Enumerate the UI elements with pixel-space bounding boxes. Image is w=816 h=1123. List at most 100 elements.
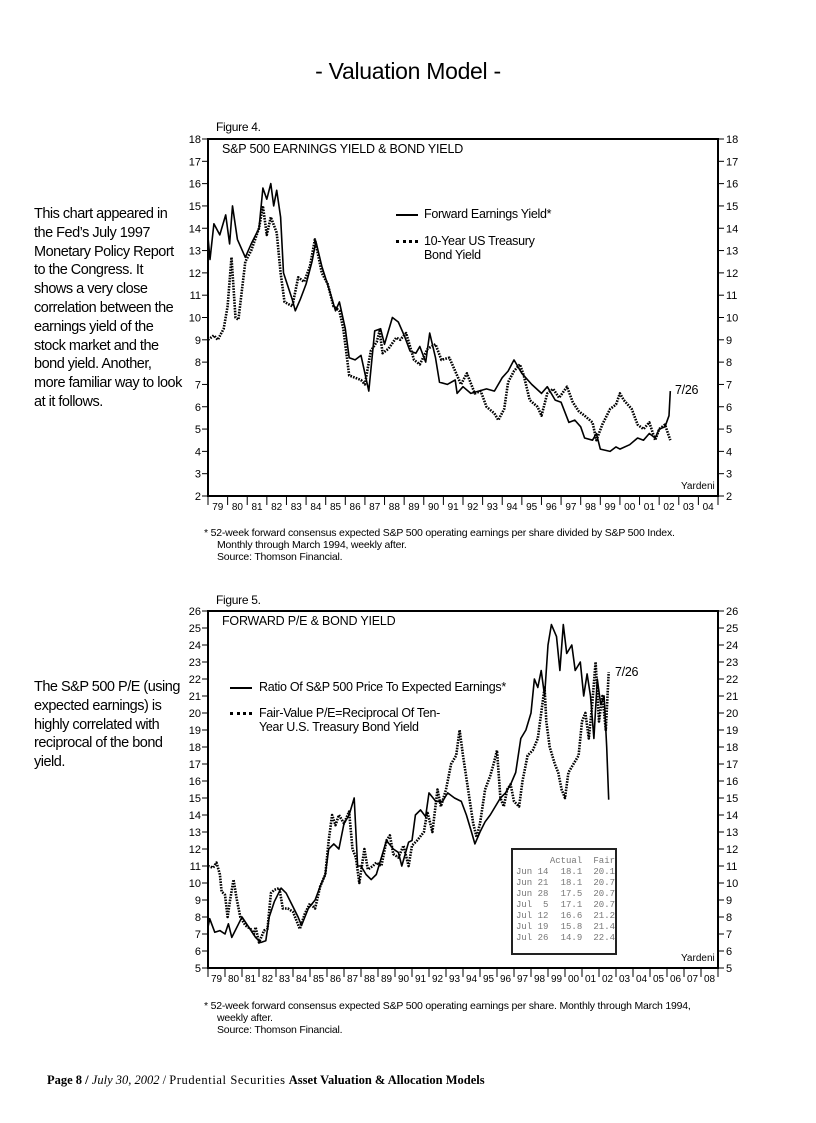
x-tick-label: 92 [432, 974, 444, 985]
table-row: Jun 21 18.1 20.7 [516, 878, 615, 889]
x-tick-label: 95 [526, 502, 538, 513]
end-date-label: 7/26 [615, 665, 639, 679]
table-row: Jun 14 18.1 20.1 [516, 867, 615, 878]
series-line-dotted [207, 204, 672, 442]
x-tick-label: 80 [232, 502, 244, 513]
x-tick-label: 89 [408, 502, 420, 513]
footnote-line: * 52-week forward consensus expected S&P… [204, 527, 675, 539]
table-cell-fair: 21.2 [593, 911, 615, 921]
y-tick-label-left: 4 [195, 446, 201, 458]
series-line-dotted [207, 660, 610, 944]
y-tick-label-left: 9 [195, 895, 201, 907]
y-tick-label-left: 7 [195, 929, 201, 941]
y-tick-label-left: 6 [195, 402, 201, 414]
y-tick-label-left: 16 [189, 179, 201, 191]
table-cell-date: Jul 26 [516, 933, 549, 943]
legend-fair-value-pe: Fair-Value P/E=Reciprocal Of Ten-Year U.… [259, 706, 441, 734]
x-tick-label: 98 [534, 974, 546, 985]
footer-firm: Prudential Securities [169, 1073, 286, 1087]
table-cell-date: Jun 14 [516, 867, 549, 877]
table-cell-date: Jul 19 [516, 922, 549, 932]
sidebar-commentary-figure-5: The S&P 500 P/E (using expected earnings… [34, 679, 180, 771]
y-tick-label-left: 24 [189, 640, 201, 652]
x-tick-label: 83 [291, 502, 303, 513]
x-tick-label: 97 [517, 974, 529, 985]
figure-5-label: Figure 5. [216, 593, 261, 607]
y-tick-label-right: 14 [726, 810, 738, 822]
page-title: - Valuation Model - [315, 58, 501, 84]
x-tick-label: 06 [670, 974, 682, 985]
y-tick-label-left: 20 [189, 708, 201, 720]
sidebar-commentary-figure-4: This chart appeared in the Fed’s July 19… [34, 206, 182, 410]
y-tick-label-left: 5 [195, 424, 201, 436]
plot-frame [207, 610, 719, 969]
x-tick-label: 08 [704, 974, 716, 985]
footnote-source: Source: Thomson Financial. [217, 1024, 343, 1036]
x-tick-label: 96 [500, 974, 512, 985]
x-tick-label: 04 [703, 502, 715, 513]
footer-date: July 30, 2002 [91, 1073, 160, 1087]
y-tick-label-left: 25 [189, 623, 201, 635]
table-cell-actual: 14.9 [560, 933, 583, 943]
legend-pe-ratio: Ratio Of S&P 500 Price To Expected Earni… [259, 680, 506, 694]
table-cell-actual: 18.1 [560, 878, 583, 888]
x-tick-label: 02 [602, 974, 614, 985]
y-tick-label-right: 6 [726, 946, 732, 958]
x-tick-label: 85 [330, 502, 342, 513]
table-cell-date: Jun 28 [516, 889, 549, 899]
table-cell-fair: 20.7 [593, 889, 615, 899]
y-tick-label-right: 16 [726, 179, 738, 191]
y-tick-label-right: 14 [726, 223, 738, 235]
source-tag: Yardeni [681, 953, 715, 964]
x-tick-label: 02 [663, 502, 675, 513]
table-cell-fair: 21.4 [593, 922, 615, 932]
y-tick-label-right: 18 [726, 742, 738, 754]
y-tick-label-right: 13 [726, 827, 738, 839]
x-tick-label: 99 [551, 974, 563, 985]
legend-solid-line-swatch [396, 214, 418, 216]
y-tick-label-left: 23 [189, 657, 201, 669]
series-line-solid [207, 182, 672, 453]
x-tick-label: 88 [389, 502, 401, 513]
y-tick-label-left: 13 [189, 827, 201, 839]
y-tick-label-right: 9 [726, 335, 732, 347]
y-tick-label-left: 15 [189, 793, 201, 805]
y-tick-label-right: 8 [726, 357, 732, 369]
x-tick-label: 84 [310, 502, 322, 513]
x-tick-label: 90 [428, 502, 440, 513]
footnote-line: weekly after. [217, 1012, 273, 1024]
x-tick-label: 03 [683, 502, 695, 513]
y-tick-label-right: 20 [726, 708, 738, 720]
x-tick-label: 00 [624, 502, 636, 513]
x-tick-label: 03 [619, 974, 631, 985]
figure-4-title: S&P 500 EARNINGS YIELD & BOND YIELD [222, 142, 464, 156]
x-tick-label: 05 [653, 974, 665, 985]
y-tick-label-right: 18 [726, 134, 738, 146]
footer-report: Asset Valuation & Allocation Models [288, 1073, 485, 1087]
y-tick-label-left: 17 [189, 759, 201, 771]
x-tick-label: 79 [212, 502, 224, 513]
legend-bond-yield: 10-Year US Treasury Bond Yield [424, 234, 535, 262]
y-tick-label-right: 5 [726, 424, 732, 436]
x-tick-label: 83 [279, 974, 291, 985]
y-tick-label-right: 9 [726, 895, 732, 907]
x-tick-label: 93 [449, 974, 461, 985]
y-tick-label-left: 8 [195, 357, 201, 369]
y-tick-label-left: 10 [189, 878, 201, 890]
y-tick-label-left: 3 [195, 469, 201, 481]
x-tick-label: 81 [251, 502, 263, 513]
source-tag: Yardeni [681, 481, 715, 492]
table-cell-fair: 20.7 [593, 878, 615, 888]
y-tick-label-left: 12 [189, 268, 201, 280]
y-tick-label-left: 14 [189, 223, 201, 235]
legend-dotted-line-swatch [230, 712, 252, 715]
y-tick-label-right: 10 [726, 878, 738, 890]
x-tick-label: 01 [585, 974, 597, 985]
y-tick-label-right: 23 [726, 657, 738, 669]
table-row: Jul 19 15.8 21.4 [516, 922, 615, 933]
table-cell-actual: 15.8 [560, 922, 583, 932]
y-tick-label-left: 17 [189, 156, 201, 168]
